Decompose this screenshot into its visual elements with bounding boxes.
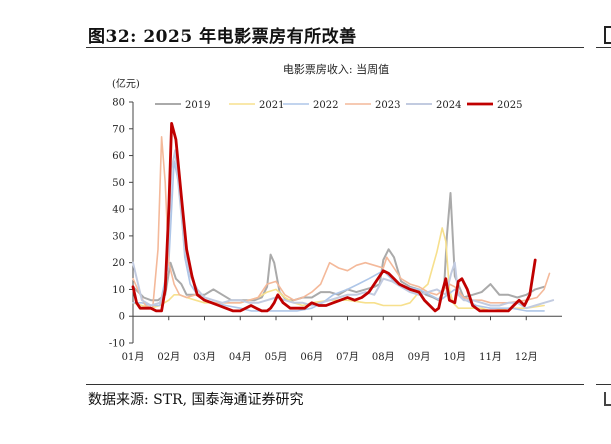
y-tick-label: 20 [112,258,125,269]
series-line-2025 [131,122,537,313]
series-line-2023 [132,136,551,310]
x-tick-label: 01月 [122,351,145,363]
x-tick-label: 08月 [372,351,395,363]
series-layer [131,122,555,313]
figure-title: 图32: 2025 年电影票房有所改善 [88,27,357,47]
y-tick-label: 50 [112,178,125,189]
x-tick-label: 09月 [408,351,431,363]
legend-label-2022: 2022 [313,100,338,111]
source-note: 数据来源: STR, 国泰海通证券研究 [88,392,304,408]
y-tick-label: 60 [112,151,125,162]
title-divider-right [596,47,611,48]
chart-title: 电影票房收入: 当周值 [283,62,389,76]
series-line-2024 [132,149,555,310]
y-tick-label: 0 [119,312,125,323]
legend-label-2023: 2023 [375,100,400,111]
legend-label-2025: 2025 [497,100,522,111]
legend-label-2021: 2021 [259,100,284,111]
y-tick-label: 80 [112,98,125,109]
x-tick-label: 05月 [265,351,288,363]
legend-label-2024: 2024 [436,100,461,111]
y-axis-label: (亿元) [112,77,140,90]
x-tick-label: 04月 [229,351,252,363]
y-tick-label: 40 [112,205,125,216]
source-divider [86,384,584,385]
title-divider [86,47,584,48]
y-tick-label: 70 [112,124,125,135]
x-tick-label: 10月 [443,351,466,363]
legend-label-2019: 2019 [185,100,210,111]
x-tick-label: 06月 [300,351,323,363]
y-tick-label: 10 [112,285,125,296]
cropped-glyph-bottom [604,392,611,406]
axes: -10 0 10 20 30 40 50 60 70 80 01月 02月 03月 04月 05月 06月 07… [109,98,562,363]
x-tick-label: 03月 [193,351,216,363]
x-tick-label: 07月 [336,351,359,363]
y-tick-label: -10 [109,339,125,350]
legend: 2019 2021 2022 2023 2024 2025 [155,100,522,111]
x-tick-label: 12月 [515,351,538,363]
x-tick-label: 02月 [157,351,180,363]
y-tick-label: 30 [112,231,125,242]
source-divider-right [596,384,611,385]
series-line-2019 [132,192,546,302]
cropped-glyph [604,26,611,44]
x-tick-label: 11月 [479,351,502,363]
